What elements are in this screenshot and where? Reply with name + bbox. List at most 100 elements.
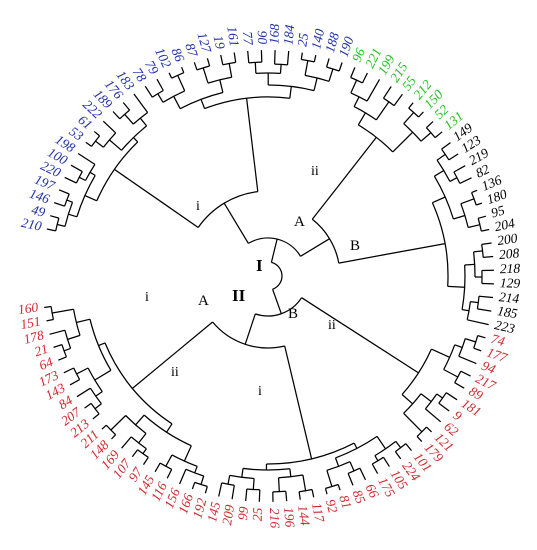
leaf-label: 81 [336,493,355,511]
internal-branch [302,474,307,491]
node-arc [395,443,407,453]
leaf-branch [273,50,276,65]
internal-branch [284,345,298,398]
internal-branch [473,250,483,253]
leaf-branch [416,435,423,443]
leaf-branch [460,370,471,377]
internal-branch [159,200,199,229]
leaf-branch [467,319,489,326]
leaf-branch [438,402,450,412]
leaf-branch [101,424,107,430]
node-arc [197,190,258,228]
leaf-label: 190 [336,35,357,59]
node-arc [335,435,378,459]
internal-branch [131,350,178,389]
leaf-label: 192 [190,496,210,520]
leaf-branch [58,356,67,361]
leaf-label: 92 [323,498,341,515]
leaf-branch [338,62,343,72]
internal-branch [277,477,280,492]
leaf-branch [426,426,433,433]
leaf-branch [441,142,451,150]
internal-branch [270,238,278,263]
leaf-label: 188 [322,30,342,54]
clade-label-a-1: A [294,214,305,230]
node-arc [212,321,285,349]
leaf-branch [44,305,52,309]
internal-branch [289,86,292,99]
node-arc [268,84,315,92]
leaf-branch [133,93,149,113]
leaf-branch [448,153,459,161]
internal-branch [252,478,255,490]
leaf-branch [458,355,477,365]
leaf-branch [454,382,465,389]
node-arc [266,442,355,465]
internal-branch [279,64,282,74]
internal-branch [200,99,206,109]
node-arc [304,74,330,82]
leaf-label: 74 [489,331,506,349]
node-arc [125,415,147,434]
node-arc [137,449,149,458]
leaf-branch [50,215,60,219]
node-arc [102,132,117,148]
leaf-label: 95 [489,202,506,220]
leaf-branch [478,295,494,299]
leaf-branch [324,488,328,495]
leaf-branch [156,78,164,91]
leaf-branch [144,85,153,98]
leaf-branch [424,408,442,423]
leaf-label: 210 [20,215,43,234]
node-arc [401,348,432,395]
internal-branch [52,308,74,314]
leaf-branch [393,93,403,106]
leaf-label: 200 [496,230,518,248]
node-arc [84,164,96,181]
internal-branch [328,68,334,82]
leaf-label: 180 [485,186,509,207]
leaf-branch [131,449,139,458]
leaf-label: 49 [30,202,47,220]
leaf-branch [477,334,486,339]
clade-labels: I II A B A B i ii i ii i ii [145,164,360,399]
internal-branch [403,112,415,125]
leaf-branch [204,486,208,494]
leaf-label: 66 [363,481,382,500]
internal-branch [460,198,475,205]
node-arc [246,488,260,491]
leaf-branch [166,469,173,479]
leaf-label: 185 [496,303,519,321]
node-arc [96,141,139,202]
internal-branch [219,79,224,93]
node-arc [105,424,117,436]
leaf-branch [394,451,402,460]
internal-branch [94,369,112,381]
leaf-branch [154,462,161,473]
tree-branches [44,50,494,502]
leaf-label: 99 [235,506,251,521]
node-arc [353,106,377,121]
leaf-branch [471,189,478,194]
node-arc [471,192,477,206]
leaf-label: 85 [350,488,369,506]
leaf-branch [85,141,92,147]
node-arc [171,454,198,467]
internal-branch [76,367,89,375]
node-arc [272,490,286,493]
leaf-branch [350,67,356,78]
leaf-branch [206,58,211,67]
leaf-label: 209 [219,503,237,526]
node-arc [274,63,288,66]
internal-branch [165,454,173,467]
node-arc [374,440,397,457]
leaf-branch [258,489,261,502]
leaf-branch [425,121,434,129]
internal-branch [228,63,233,78]
internal-branch [183,445,192,462]
internal-branch [157,93,164,103]
leaf-labels: 2104914619722010019853612221891761837879… [17,23,521,528]
leaf-label: 77 [240,31,256,47]
internal-branch [76,318,91,324]
node-arc [458,338,466,357]
